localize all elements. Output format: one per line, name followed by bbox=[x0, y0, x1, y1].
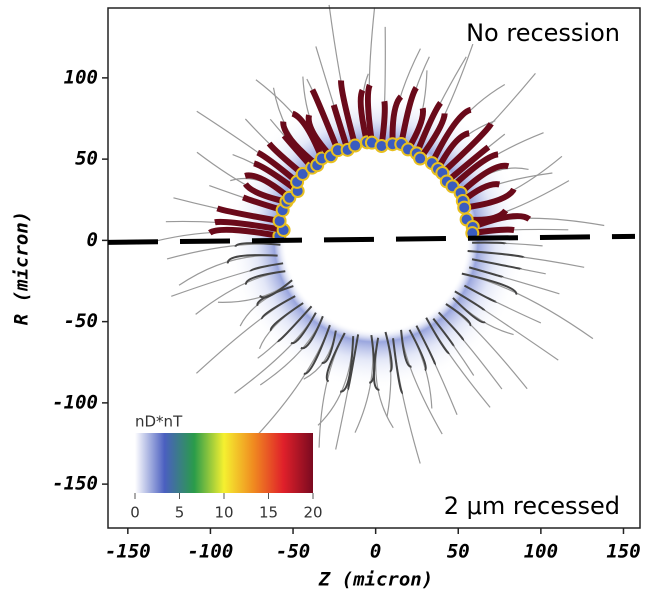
y-tick-label: -100 bbox=[52, 391, 98, 413]
x-tick-label: 150 bbox=[606, 541, 640, 563]
colorbar-tick-label: 5 bbox=[175, 504, 185, 522]
finger bbox=[452, 297, 486, 324]
finger bbox=[234, 242, 281, 248]
finger bbox=[440, 122, 494, 176]
plot-frame bbox=[107, 7, 641, 529]
y-tick-label: 50 bbox=[75, 148, 98, 170]
y-tick-label: -150 bbox=[52, 473, 98, 495]
y-tick-label: -50 bbox=[64, 310, 98, 332]
finger bbox=[392, 338, 404, 395]
finger bbox=[468, 266, 504, 279]
finger bbox=[208, 226, 280, 239]
finger bbox=[450, 151, 499, 189]
finger-tip bbox=[348, 138, 363, 153]
finger bbox=[472, 241, 507, 245]
finger bbox=[384, 331, 393, 373]
finger bbox=[261, 295, 296, 320]
finger bbox=[280, 121, 320, 168]
finger bbox=[463, 284, 498, 303]
x-tick-label: 50 bbox=[447, 541, 470, 563]
finger bbox=[432, 318, 455, 348]
x-tick-label: -50 bbox=[276, 541, 310, 563]
finger bbox=[445, 303, 472, 327]
finger bbox=[321, 330, 337, 364]
x-tick-label: -150 bbox=[105, 541, 151, 563]
finger bbox=[400, 329, 412, 368]
colorbar-label: nD*nT bbox=[135, 413, 183, 431]
finger bbox=[269, 302, 304, 332]
x-axis-label: Z (micron) bbox=[318, 569, 433, 591]
finger bbox=[214, 218, 285, 234]
finger-tip bbox=[374, 138, 389, 153]
colorbar bbox=[135, 433, 313, 493]
colorbar-tick-label: 10 bbox=[214, 504, 233, 522]
finger-tip bbox=[295, 167, 310, 182]
finger bbox=[226, 254, 278, 264]
finger bbox=[338, 80, 359, 147]
finger bbox=[364, 83, 375, 144]
finger bbox=[339, 336, 355, 393]
finger bbox=[429, 106, 472, 165]
y-axis-label: R (micron) bbox=[11, 211, 33, 325]
finger bbox=[408, 329, 427, 372]
finger bbox=[471, 213, 532, 230]
x-tick-label: 100 bbox=[524, 541, 558, 563]
finger bbox=[346, 334, 360, 391]
finger bbox=[309, 88, 341, 152]
colorbar-tick-label: 0 bbox=[130, 504, 140, 522]
finger bbox=[290, 312, 317, 345]
reference-line bbox=[107, 233, 636, 245]
finger bbox=[216, 205, 281, 224]
finger bbox=[413, 101, 443, 155]
x-tick-label: 0 bbox=[370, 541, 381, 563]
finger bbox=[398, 85, 419, 145]
finger bbox=[325, 332, 346, 383]
finger bbox=[458, 162, 510, 196]
finger-tip bbox=[457, 200, 472, 215]
finger bbox=[425, 317, 451, 355]
finger bbox=[461, 272, 518, 295]
finger bbox=[249, 262, 284, 273]
colorbar-tick-label: 20 bbox=[303, 504, 322, 522]
finger bbox=[245, 270, 286, 285]
finger bbox=[291, 110, 325, 160]
y-tick-label: 100 bbox=[64, 66, 98, 88]
finger-tip bbox=[413, 151, 428, 166]
finger bbox=[303, 324, 331, 375]
finger bbox=[276, 305, 313, 343]
finger bbox=[259, 279, 293, 299]
finger bbox=[368, 335, 376, 384]
annotation: No recession bbox=[466, 19, 620, 47]
finger bbox=[471, 258, 522, 270]
x-tick-label: -100 bbox=[188, 541, 234, 563]
simulation-image bbox=[154, 4, 605, 464]
y-tick-label: 0 bbox=[87, 229, 98, 251]
finger bbox=[454, 290, 486, 312]
colorbar-tick-label: 15 bbox=[259, 504, 278, 522]
finger bbox=[467, 250, 525, 259]
finger bbox=[300, 315, 324, 350]
annotation: 2 μm recessed bbox=[444, 492, 620, 520]
finger bbox=[415, 325, 437, 366]
finger bbox=[437, 311, 465, 342]
